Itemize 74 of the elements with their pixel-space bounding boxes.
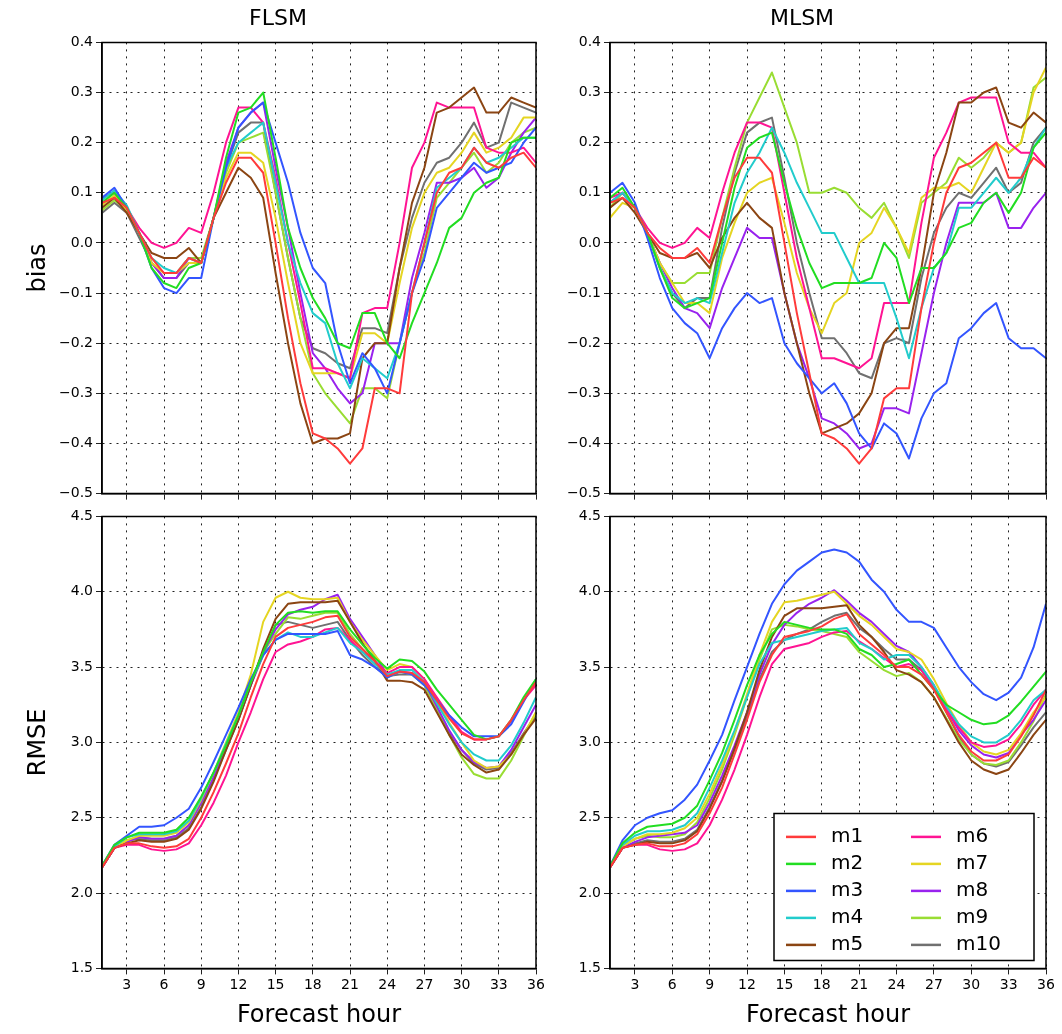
x-tick-label: 3 xyxy=(630,976,640,993)
x-tick-label: 6 xyxy=(159,976,169,993)
y-tick-label: −0.1 xyxy=(59,283,93,300)
x-axis-title: Forecast hour xyxy=(236,999,402,1028)
y-tick-label: −0.3 xyxy=(59,383,93,400)
y-tick-label: −0.2 xyxy=(567,333,601,350)
x-tick-label: 21 xyxy=(341,976,359,993)
x-axis-title: Forecast hour xyxy=(745,999,911,1028)
x-tick-label: 30 xyxy=(452,976,471,993)
legend-label: m9 xyxy=(956,904,989,929)
x-tick-label: 9 xyxy=(196,976,206,993)
x-tick-label: 21 xyxy=(850,976,869,993)
x-tick-label: 36 xyxy=(527,976,545,993)
x-tick-label: 24 xyxy=(378,976,397,993)
y-tick-label: 0.4 xyxy=(578,33,602,50)
y-axis-title: bias xyxy=(22,243,51,293)
y-tick-label: 3.5 xyxy=(70,657,93,674)
x-tick-label: 12 xyxy=(738,976,756,993)
y-tick-label: 1.5 xyxy=(578,959,601,976)
y-tick-label: 4.0 xyxy=(578,582,601,599)
y-tick-label: 0.3 xyxy=(70,83,93,100)
x-tick-label: 6 xyxy=(667,976,677,993)
chart-title: FLSM xyxy=(249,4,307,30)
y-axis-title: RMSE xyxy=(22,708,51,777)
y-tick-label: 0.1 xyxy=(70,183,93,200)
y-tick-label: 2.5 xyxy=(70,808,93,825)
y-tick-label: 0.3 xyxy=(578,83,601,100)
y-tick-label: 3.5 xyxy=(578,657,601,674)
y-tick-label: 0.2 xyxy=(578,133,601,150)
x-tick-label: 33 xyxy=(999,976,1018,993)
x-tick-label: 36 xyxy=(1037,976,1055,993)
x-tick-label: 33 xyxy=(489,976,508,993)
x-tick-label: 9 xyxy=(705,976,715,993)
x-tick-label: 18 xyxy=(303,976,322,993)
y-tick-label: 2.0 xyxy=(70,883,93,900)
x-tick-label: 12 xyxy=(229,976,248,993)
legend-label: m6 xyxy=(956,823,989,848)
y-tick-label: −0.1 xyxy=(567,283,601,300)
y-tick-label: −0.2 xyxy=(59,333,93,350)
chart-title: MLSM xyxy=(769,4,835,30)
legend-label: m4 xyxy=(831,904,864,929)
y-tick-label: 0.4 xyxy=(70,33,94,50)
y-tick-label: 4.5 xyxy=(578,507,601,524)
y-tick-label: 3.0 xyxy=(70,733,93,750)
legend-label: m3 xyxy=(831,877,864,902)
legend-label: m1 xyxy=(831,823,864,848)
y-tick-label: −0.4 xyxy=(59,434,94,451)
y-tick-label: 1.5 xyxy=(70,959,93,976)
x-tick-label: 18 xyxy=(812,976,831,993)
y-tick-label: 0.0 xyxy=(578,233,601,250)
y-tick-label: 4.5 xyxy=(70,507,93,524)
y-tick-label: 0.2 xyxy=(70,133,93,150)
y-tick-label: 0.1 xyxy=(578,183,601,200)
legend-label: m7 xyxy=(956,850,989,875)
x-tick-label: 27 xyxy=(924,976,943,993)
y-tick-label: 4.0 xyxy=(70,582,93,599)
legend-label: m8 xyxy=(956,877,989,902)
legend-label: m2 xyxy=(831,850,864,875)
x-tick-label: 15 xyxy=(775,976,794,993)
legend-label: m5 xyxy=(831,931,864,956)
x-tick-label: 30 xyxy=(962,976,981,993)
y-tick-label: −0.5 xyxy=(567,484,601,501)
x-tick-label: 15 xyxy=(266,976,285,993)
legend-label: m10 xyxy=(956,931,1001,956)
y-tick-label: 2.0 xyxy=(578,883,601,900)
x-tick-label: 24 xyxy=(887,976,906,993)
x-tick-label: 3 xyxy=(122,976,132,993)
x-tick-label: 27 xyxy=(415,976,434,993)
y-tick-label: 0.0 xyxy=(70,233,93,250)
y-tick-label: 3.0 xyxy=(578,733,601,750)
y-tick-label: −0.5 xyxy=(59,484,93,501)
y-tick-label: −0.3 xyxy=(567,383,601,400)
y-tick-label: 2.5 xyxy=(578,808,601,825)
y-tick-label: −0.4 xyxy=(567,434,602,451)
